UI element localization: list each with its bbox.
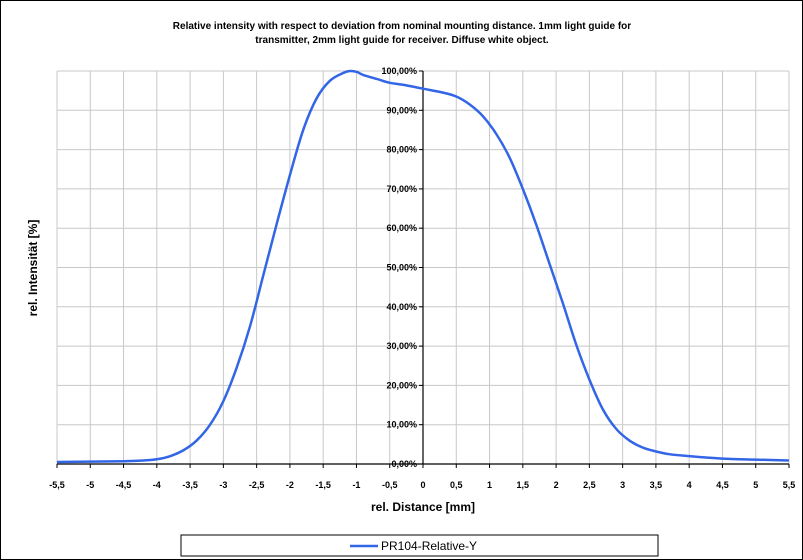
y-tick-label: 20,00% <box>386 380 417 390</box>
x-tick-label: 3,5 <box>650 480 663 490</box>
y-tick-label: 80,00% <box>386 145 417 155</box>
x-tick-label: -5 <box>86 480 94 490</box>
x-tick-label: 2 <box>554 480 559 490</box>
y-tick-marks <box>419 70 423 465</box>
x-tick-label: -5,5 <box>49 480 65 490</box>
x-tick-label: 1 <box>487 480 492 490</box>
x-tick-label: 4 <box>687 480 692 490</box>
x-tick-labels: -5,5 -5 -4,5 -4 -3,5 -3 -2,5 -2 -1,5 -1 -0,5 0 0,5 1 1… <box>49 480 795 490</box>
y-tick-label: 70,00% <box>386 184 417 194</box>
y-tick-label: 40,00% <box>386 302 417 312</box>
x-tick-label: -1,5 <box>315 480 331 490</box>
x-tick-label: 2,5 <box>583 480 596 490</box>
chart-title: Relative intensity with respect to devia… <box>173 21 631 46</box>
y-tick-label: 0,00% <box>391 459 417 469</box>
x-tick-label: -2,5 <box>249 480 265 490</box>
y-tick-label: 50,00% <box>386 263 417 273</box>
x-tick-label: -1 <box>352 480 360 490</box>
y-tick-label: 90,00% <box>386 105 417 115</box>
y-tick-label: 10,00% <box>386 420 417 430</box>
x-tick-label: -3 <box>219 480 227 490</box>
y-axis-title: rel. Intensität [%] <box>26 220 40 317</box>
x-tick-label: -4,5 <box>116 480 132 490</box>
x-axis-title: rel. Distance [mm] <box>371 500 475 514</box>
legend-box <box>180 534 659 557</box>
x-tick-marks <box>56 464 790 468</box>
x-tick-label: -3,5 <box>182 480 198 490</box>
legend-label: PR104-Relative-Y <box>381 539 477 553</box>
x-tick-label: -0,5 <box>382 480 398 490</box>
chart-title-line-2: transmitter, 2mm light guide for receive… <box>255 35 549 46</box>
x-tick-label: 3 <box>620 480 625 490</box>
x-tick-label: 0 <box>420 480 425 490</box>
x-tick-label: 4,5 <box>716 480 729 490</box>
x-tick-label: -2 <box>286 480 294 490</box>
legend: PR104-Relative-Y <box>180 534 659 557</box>
y-tick-label: 30,00% <box>386 341 417 351</box>
y-tick-labels: 0,00% 10,00% 20,00% 30,00% 40,00% 50,00% 60,00… <box>381 66 417 469</box>
y-tick-label: 100,00% <box>381 66 417 76</box>
x-tick-label: 5,5 <box>783 480 796 490</box>
x-tick-label: -4 <box>153 480 161 490</box>
chart-title-line-1: Relative intensity with respect to devia… <box>173 21 631 32</box>
series-line-pr104-relative-y <box>56 69 790 464</box>
y-tick-label: 60,00% <box>386 223 417 233</box>
x-tick-label: 1,5 <box>517 480 530 490</box>
x-tick-label: 5 <box>753 480 758 490</box>
x-tick-label: 0,5 <box>450 480 463 490</box>
